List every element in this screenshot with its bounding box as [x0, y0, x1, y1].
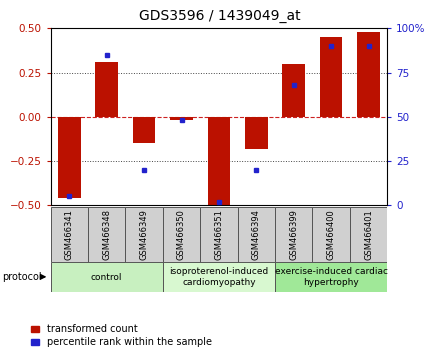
- Text: GDS3596 / 1439049_at: GDS3596 / 1439049_at: [139, 9, 301, 23]
- Bar: [51, 262, 163, 292]
- Text: GSM466349: GSM466349: [139, 209, 149, 260]
- Bar: [312, 207, 350, 262]
- Bar: [245, 117, 268, 149]
- Bar: [125, 207, 163, 262]
- Text: protocol: protocol: [2, 272, 42, 282]
- Bar: [282, 64, 305, 117]
- Bar: [170, 117, 193, 120]
- Text: GSM466394: GSM466394: [252, 209, 261, 260]
- Text: GSM466400: GSM466400: [326, 209, 336, 260]
- Bar: [51, 207, 88, 262]
- Text: GSM466350: GSM466350: [177, 209, 186, 260]
- Text: GSM466401: GSM466401: [364, 209, 373, 260]
- Bar: [238, 207, 275, 262]
- Text: GSM466399: GSM466399: [289, 209, 298, 260]
- Bar: [200, 207, 238, 262]
- Legend: transformed count, percentile rank within the sample: transformed count, percentile rank withi…: [31, 325, 212, 347]
- Bar: [163, 207, 200, 262]
- Text: exercise-induced cardiac
hypertrophy: exercise-induced cardiac hypertrophy: [275, 267, 388, 287]
- Text: isoproterenol-induced
cardiomyopathy: isoproterenol-induced cardiomyopathy: [169, 267, 268, 287]
- Bar: [320, 37, 342, 117]
- Text: GSM466351: GSM466351: [214, 209, 224, 260]
- Text: GSM466348: GSM466348: [102, 209, 111, 260]
- Bar: [95, 62, 118, 117]
- Bar: [275, 207, 312, 262]
- Bar: [275, 262, 387, 292]
- Bar: [133, 117, 155, 143]
- Text: GSM466341: GSM466341: [65, 209, 74, 260]
- Text: control: control: [91, 273, 122, 281]
- Bar: [357, 32, 380, 117]
- Bar: [88, 207, 125, 262]
- Bar: [163, 262, 275, 292]
- Bar: [350, 207, 387, 262]
- Bar: [208, 117, 230, 205]
- Bar: [58, 117, 81, 198]
